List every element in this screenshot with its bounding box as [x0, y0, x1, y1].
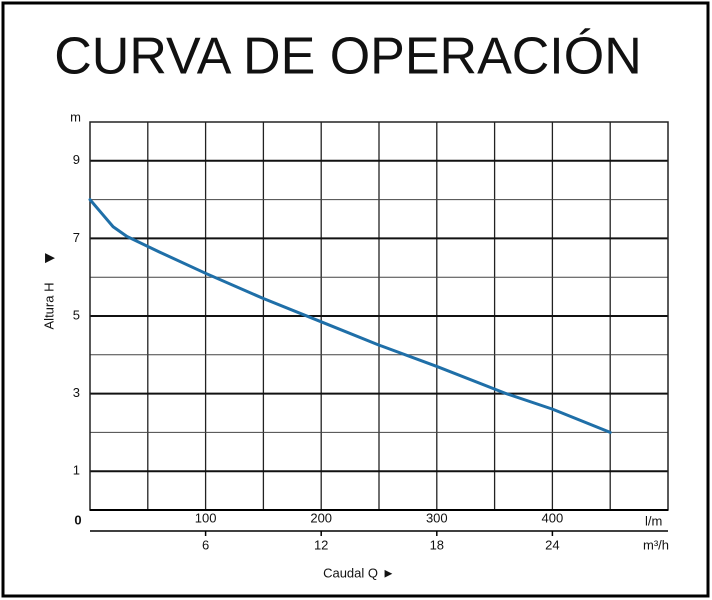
x-tick-label: 0: [74, 512, 81, 527]
x2-tick-label: 6: [202, 537, 209, 552]
y-tick-label: 3: [73, 385, 80, 400]
x-axis-arrow: ►: [382, 565, 395, 580]
y-axis-label-group: Altura H ▶: [41, 249, 56, 329]
x-unit: l/m: [645, 513, 662, 528]
x-tick-label: 300: [426, 510, 448, 525]
y-tick-label: 5: [73, 307, 80, 322]
y-tick-label: 7: [73, 230, 80, 245]
y-axis-arrow: ▶: [45, 249, 55, 264]
x-tick-label: 100: [195, 510, 217, 525]
x-axis-label: Caudal Q: [323, 565, 378, 580]
x-tick-label: 200: [310, 510, 332, 525]
x2-unit: m³/h: [643, 537, 669, 552]
x-tick-label: 400: [542, 510, 564, 525]
x2-tick-label: 24: [545, 537, 559, 552]
y-unit: m: [70, 109, 81, 124]
y-tick-label: 1: [73, 463, 80, 478]
x2-tick-label: 12: [314, 537, 328, 552]
line-series: [88, 198, 612, 434]
y-axis-label: Altura H: [41, 283, 56, 330]
chart-title: CURVA DE OPERACIÓN: [54, 28, 642, 86]
y-tick-label: 9: [73, 152, 80, 167]
x2-tick-label: 18: [430, 537, 444, 552]
